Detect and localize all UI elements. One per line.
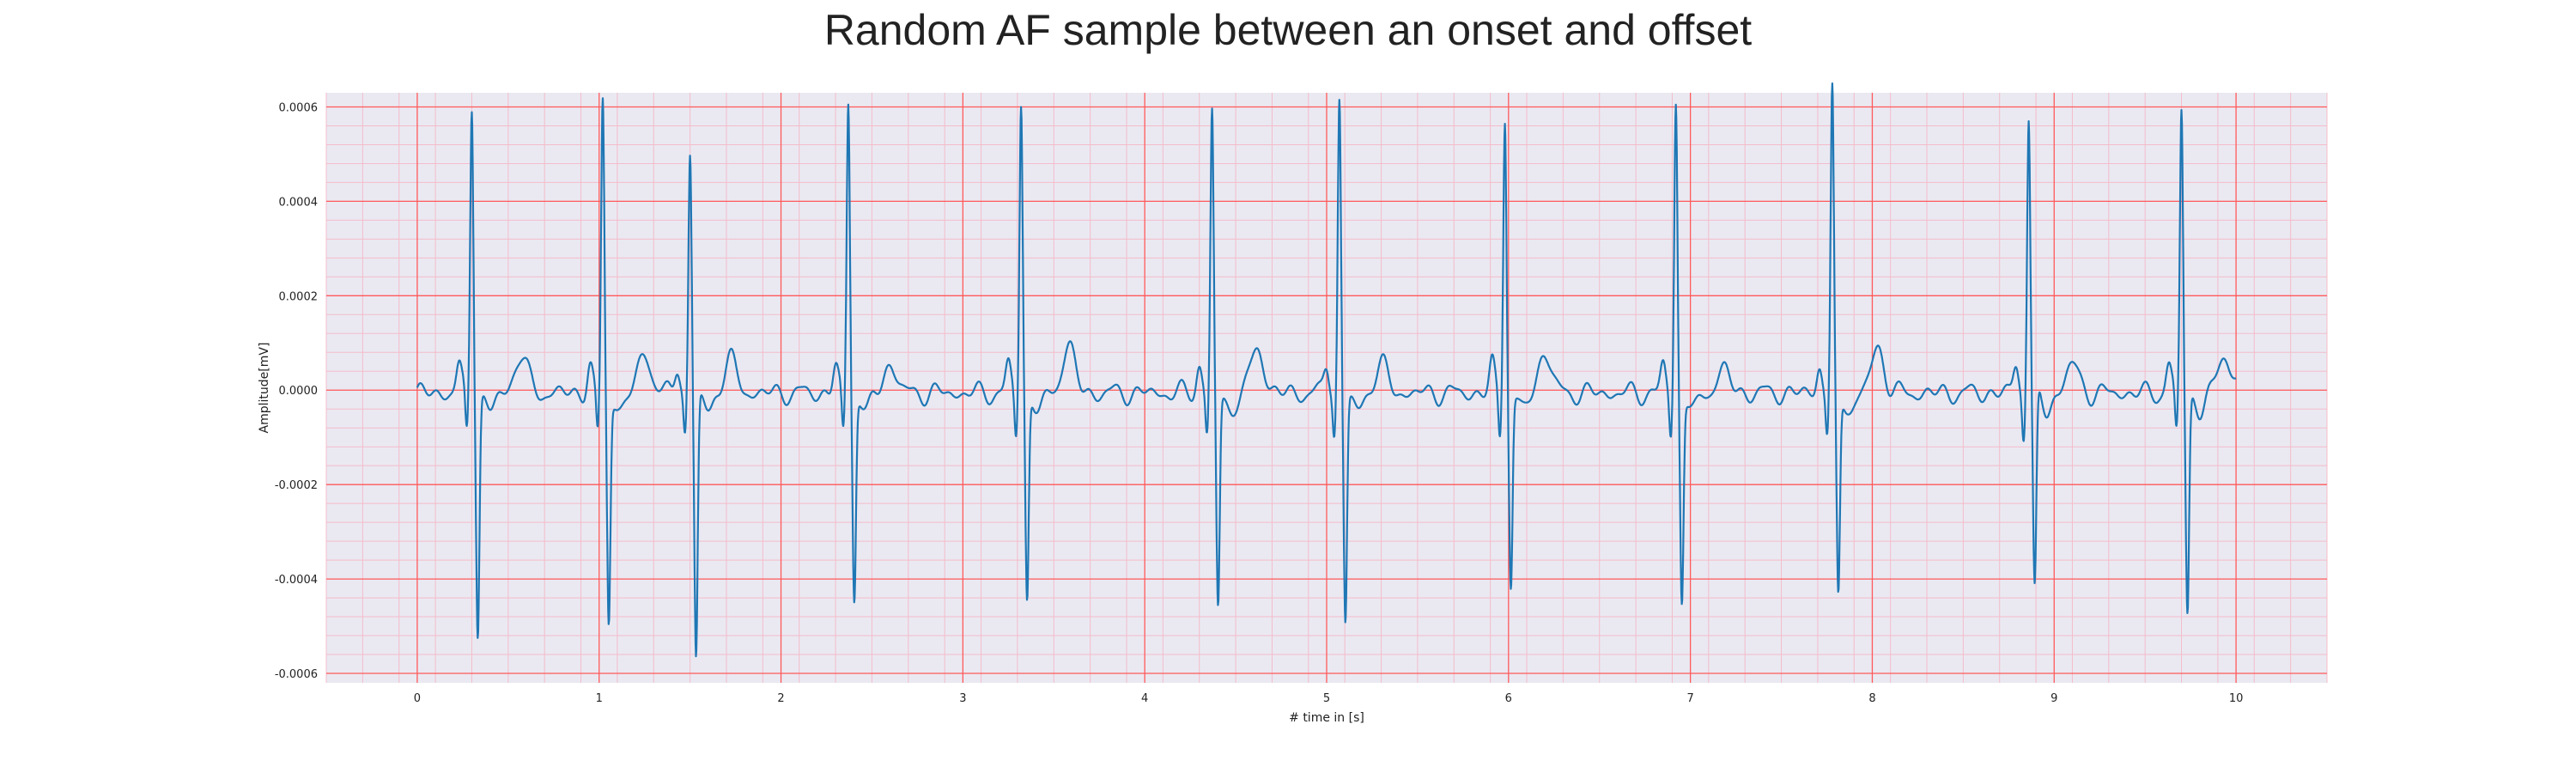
y-tick-label: -0.0002: [275, 479, 318, 492]
y-tick-label: 0.0002: [279, 290, 319, 303]
chart-title: Random AF sample between an onset and of…: [823, 6, 1753, 54]
x-tick-label: 3: [959, 692, 966, 705]
x-tick-label: 5: [1323, 692, 1330, 705]
x-tick-label: 6: [1505, 692, 1512, 705]
y-tick-label: -0.0004: [275, 574, 318, 587]
x-tick-label: 4: [1141, 692, 1148, 705]
y-tick-label: 0.0000: [279, 385, 319, 398]
y-tick-label: 0.0006: [279, 101, 319, 114]
y-tick-label: 0.0004: [279, 196, 319, 209]
x-tick-label: 9: [2050, 692, 2057, 705]
x-tick-label: 1: [596, 692, 603, 705]
y-axis-label: Amplitude[mV]: [258, 343, 271, 434]
x-axis-label: # time in [s]: [1289, 711, 1364, 725]
ecg-signal-line: [416, 82, 2237, 658]
x-tick-label: 10: [2229, 692, 2244, 705]
x-tick-labels: 0 1 2 3 4 5 6 7 8 9 10: [414, 692, 2244, 705]
y-tick-label: -0.0006: [275, 668, 318, 681]
major-grid: [326, 93, 2327, 683]
x-tick-label: 8: [1868, 692, 1875, 705]
y-tick-labels: -0.0006 -0.0004 -0.0002 0.0000 0.0002 0.0004 0…: [275, 101, 318, 681]
x-tick-label: 0: [414, 692, 421, 705]
x-tick-label: 2: [777, 692, 784, 705]
x-tick-label: 7: [1686, 692, 1693, 705]
